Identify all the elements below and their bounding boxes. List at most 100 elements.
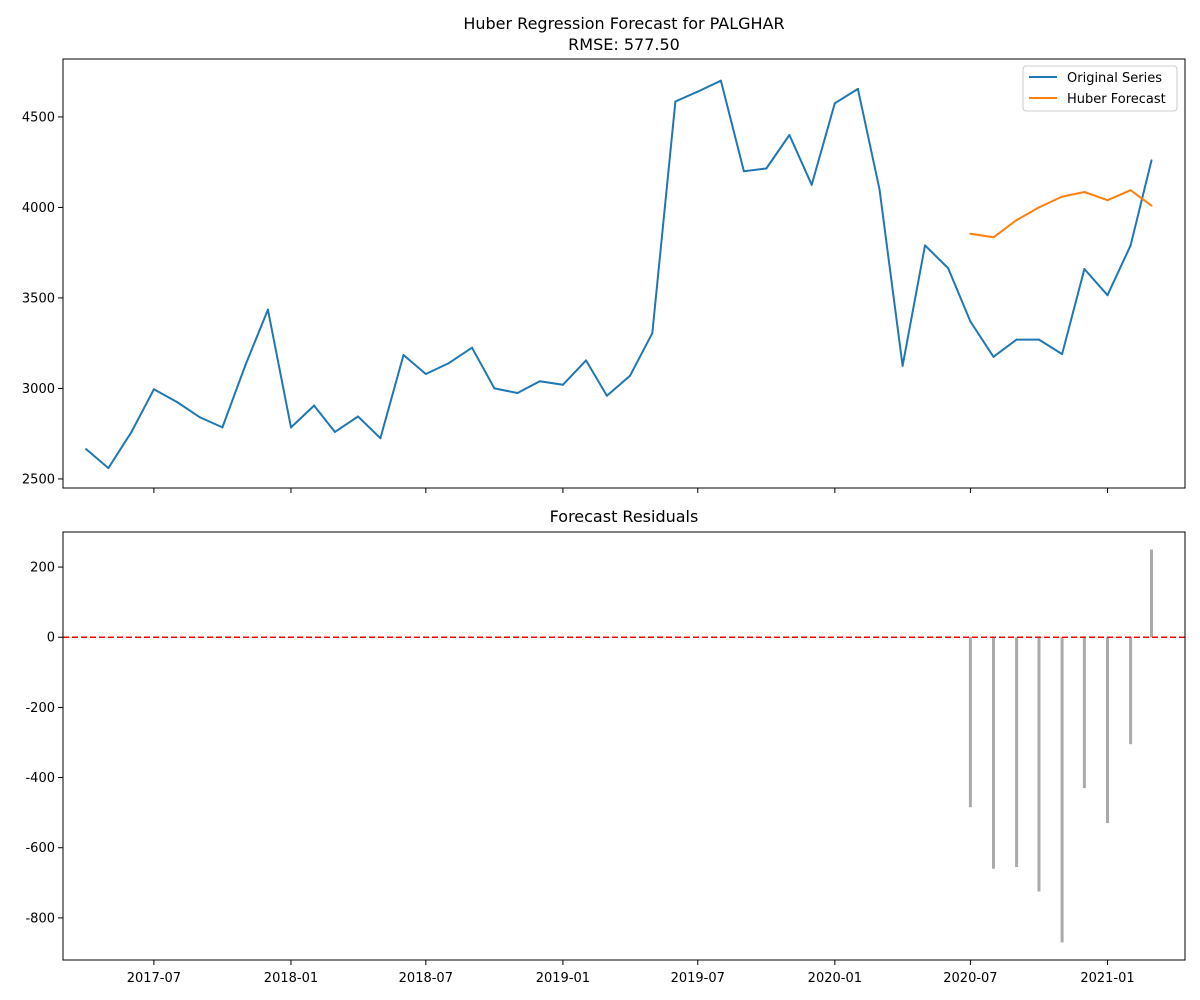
x-tick-label: 2019-01 (536, 971, 590, 986)
data-point-original-series (471, 346, 473, 349)
data-point-original-series (85, 448, 88, 451)
data-point-original-series (493, 387, 496, 390)
forecast-y-ticks: 2500 3000 3500 4000 4500 (22, 110, 63, 487)
forecast-x-ticks (153, 488, 1109, 493)
data-point-original-series (1106, 294, 1109, 297)
data-point-huber-forecast (1129, 189, 1132, 192)
series-line-original-series (85, 79, 1153, 470)
y-tick-label: 3000 (22, 382, 55, 397)
forecast-title: Huber Regression Forecast for PALGHAR (463, 14, 784, 33)
data-point-original-series (1061, 353, 1064, 356)
data-point-original-series (266, 308, 269, 311)
data-point-original-series (742, 170, 745, 173)
y-tick-label: 4000 (22, 201, 55, 216)
y-tick-label: -800 (25, 911, 55, 926)
residuals-axes-frame (62, 531, 1186, 961)
x-tick-label: 2019-07 (671, 971, 725, 986)
data-point-original-series (696, 90, 699, 93)
x-tick-label: 2018-07 (399, 971, 453, 986)
data-point-original-series (107, 467, 110, 470)
data-point-original-series (605, 394, 608, 397)
y-tick-label: 0 (47, 631, 55, 646)
data-point-original-series (176, 401, 178, 403)
data-point-original-series (992, 355, 995, 358)
x-tick-label: 2020-07 (943, 971, 997, 986)
y-tick-label: 4500 (22, 110, 55, 125)
legend-label-original-series: Original Series (1067, 71, 1162, 86)
data-point-original-series (1129, 244, 1132, 247)
residual-bar (992, 637, 995, 869)
y-tick-label: -200 (25, 701, 55, 716)
data-point-original-series (651, 332, 654, 335)
data-point-original-series (1083, 268, 1086, 270)
data-point-original-series (1038, 338, 1040, 341)
y-tick-label: 200 (30, 561, 55, 576)
y-tick-label: 3500 (22, 291, 55, 306)
residual-bar (1037, 637, 1041, 892)
data-point-original-series (719, 79, 722, 82)
data-point-original-series (152, 388, 155, 391)
data-point-original-series (878, 188, 881, 191)
x-tick-label: 2021-01 (1080, 971, 1134, 986)
data-point-huber-forecast (1150, 204, 1153, 207)
residual-bar (1082, 637, 1086, 789)
data-point-original-series (810, 183, 813, 186)
data-point-original-series (290, 426, 292, 429)
residuals-title: Forecast Residuals (550, 507, 699, 526)
data-point-original-series (585, 359, 587, 362)
residual-bar (968, 637, 972, 808)
residuals-y-ticks: -800 -600 -400 -200 0 200 (25, 561, 63, 926)
legend: Original Series Huber Forecast (1022, 65, 1178, 112)
data-point-original-series (856, 87, 859, 90)
data-point-original-series (333, 430, 336, 433)
series-line-huber-forecast (970, 189, 1153, 239)
data-point-original-series (561, 383, 564, 386)
data-point-huber-forecast (992, 236, 995, 239)
x-tick-label: 2017-07 (127, 971, 181, 986)
data-point-original-series (901, 364, 904, 367)
legend-label-huber-forecast: Huber Forecast (1067, 92, 1166, 107)
residual-bar (1150, 549, 1153, 638)
data-point-original-series (674, 100, 677, 103)
data-point-original-series (1150, 159, 1153, 162)
data-point-original-series (788, 134, 791, 136)
x-tick-label: 2020-01 (808, 971, 862, 986)
data-point-huber-forecast (1015, 219, 1018, 222)
data-point-huber-forecast (969, 232, 972, 235)
data-point-original-series (1015, 338, 1018, 341)
data-point-original-series (379, 437, 382, 440)
y-tick-label: -600 (25, 841, 55, 856)
data-point-original-series (447, 362, 450, 365)
forecast-panel: Huber Regression Forecast for PALGHAR RM… (22, 14, 1186, 493)
data-point-huber-forecast (1106, 199, 1109, 202)
residual-marks (63, 549, 1185, 943)
data-point-original-series (402, 354, 405, 356)
residual-bar (1129, 637, 1133, 745)
data-point-original-series (313, 404, 316, 407)
residuals-x-ticks: 2017-07 2018-01 2018-07 2019-01 2019-07 2020-… (127, 960, 1135, 986)
residual-bar (1015, 637, 1019, 867)
data-point-original-series (130, 430, 133, 433)
data-point-original-series (244, 363, 247, 366)
forecast-subtitle: RMSE: 577.50 (568, 35, 680, 54)
data-point-original-series (199, 416, 202, 419)
data-point-original-series (924, 244, 926, 247)
data-point-original-series (969, 320, 972, 323)
residual-bar (1106, 637, 1109, 824)
x-tick-label: 2018-01 (264, 971, 318, 986)
forecast-marks (85, 79, 1153, 470)
data-point-original-series (516, 392, 519, 394)
legend-box (1022, 65, 1178, 112)
residual-bar (1060, 637, 1064, 943)
forecast-axes-frame (62, 58, 1186, 489)
data-point-original-series (947, 267, 950, 270)
data-point-original-series (221, 426, 224, 429)
data-point-original-series (833, 102, 836, 105)
data-point-huber-forecast (1038, 206, 1040, 209)
residuals-panel: Forecast Residuals -800-600-400-2000200 … (25, 507, 1186, 986)
data-point-original-series (765, 167, 768, 170)
data-point-original-series (424, 373, 427, 375)
data-point-original-series (629, 374, 631, 377)
data-point-original-series (538, 380, 541, 383)
